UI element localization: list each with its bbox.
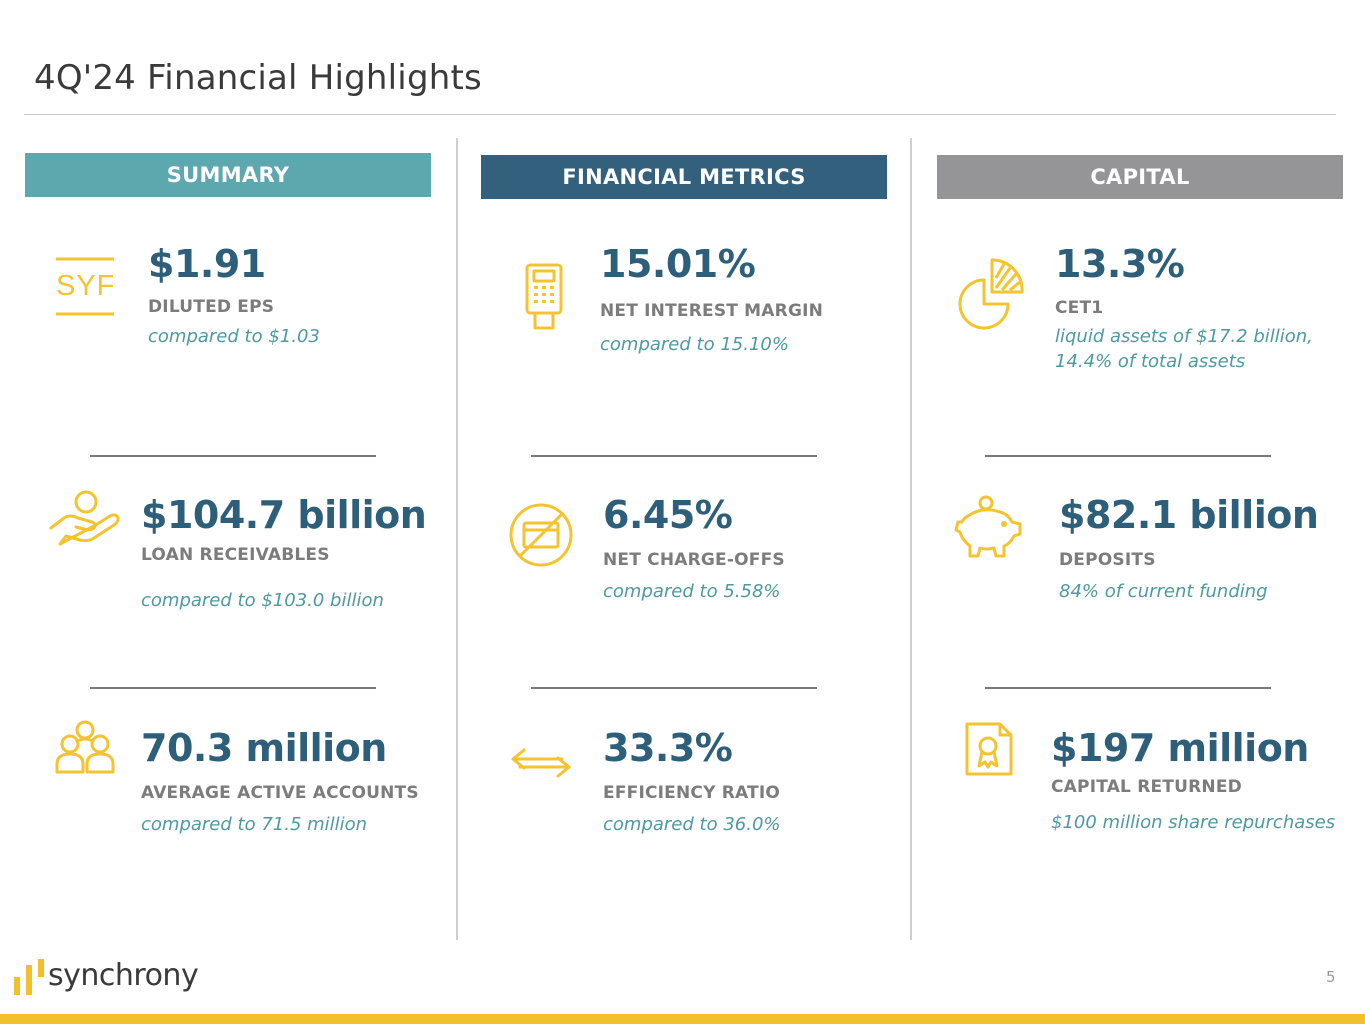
separator — [985, 687, 1271, 689]
syf-logo-text: SYF — [56, 270, 116, 302]
efficiency-ratio-note: compared to 36.0% — [603, 814, 781, 835]
deposits-value: $82.1 billion — [1059, 493, 1319, 537]
synchrony-logo-icon — [14, 957, 44, 1001]
diluted-eps-note: compared to $1.03 — [148, 326, 320, 347]
piggy-bank-icon — [954, 494, 1026, 564]
net-interest-margin-value: 15.01% — [600, 242, 756, 286]
loan-receivables-note: compared to $103.0 billion — [141, 590, 384, 611]
no-credit-card-icon — [508, 502, 574, 572]
loan-receivables-label: LOAN RECEIVABLES — [141, 545, 330, 565]
efficiency-ratio-label: EFFICIENCY RATIO — [603, 783, 781, 803]
title-rule — [24, 114, 1336, 115]
financial-metrics-header: FINANCIAL METRICS — [481, 155, 887, 199]
separator — [531, 455, 817, 457]
diluted-eps-value: $1.91 — [148, 242, 266, 286]
average-active-accounts-value: 70.3 million — [141, 726, 387, 770]
cet1-note-line1: liquid assets of $17.2 billion, — [1055, 326, 1313, 347]
hand-holding-person-icon — [48, 488, 124, 554]
syf-logo-icon: SYF — [54, 256, 116, 318]
capital-returned-value: $197 million — [1051, 726, 1309, 770]
separator — [90, 455, 376, 457]
capital-returned-label: CAPITAL RETURNED — [1051, 777, 1242, 797]
cet1-value: 13.3% — [1055, 242, 1185, 286]
net-charge-offs-value: 6.45% — [603, 493, 733, 537]
diluted-eps-label: DILUTED EPS — [148, 297, 275, 317]
deposits-note: 84% of current funding — [1059, 581, 1268, 602]
synchrony-logo-text: synchrony — [48, 958, 199, 993]
deposits-label: DEPOSITS — [1059, 550, 1156, 570]
separator — [90, 687, 376, 689]
net-charge-offs-note: compared to 5.58% — [603, 581, 781, 602]
capital-header: CAPITAL — [937, 155, 1343, 199]
page-title: 4Q'24 Financial Highlights — [34, 58, 482, 98]
pie-chart-icon — [954, 256, 1026, 336]
cet1-label: CET1 — [1055, 298, 1104, 318]
loan-receivables-value: $104.7 billion — [141, 493, 427, 537]
group-of-people-icon — [54, 720, 116, 780]
net-charge-offs-label: NET CHARGE-OFFS — [603, 550, 785, 570]
footer-bar — [0, 1014, 1365, 1024]
average-active-accounts-label: AVERAGE ACTIVE ACCOUNTS — [141, 783, 419, 803]
card-terminal-icon — [524, 262, 564, 336]
cet1-note-line2: 14.4% of total assets — [1055, 351, 1246, 372]
page-number: 5 — [1326, 968, 1336, 986]
capital-returned-note: $100 million share repurchases — [1051, 812, 1336, 833]
efficiency-ratio-value: 33.3% — [603, 726, 733, 770]
certificate-icon — [964, 721, 1014, 781]
net-interest-margin-note: compared to 15.10% — [600, 334, 789, 355]
separator — [531, 687, 817, 689]
column-divider-right — [910, 138, 912, 940]
average-active-accounts-note: compared to 71.5 million — [141, 814, 368, 835]
net-interest-margin-label: NET INTEREST MARGIN — [600, 301, 824, 321]
column-divider-left — [456, 138, 458, 940]
separator — [985, 455, 1271, 457]
exchange-arrows-icon — [510, 747, 572, 783]
summary-header: SUMMARY — [25, 153, 431, 197]
